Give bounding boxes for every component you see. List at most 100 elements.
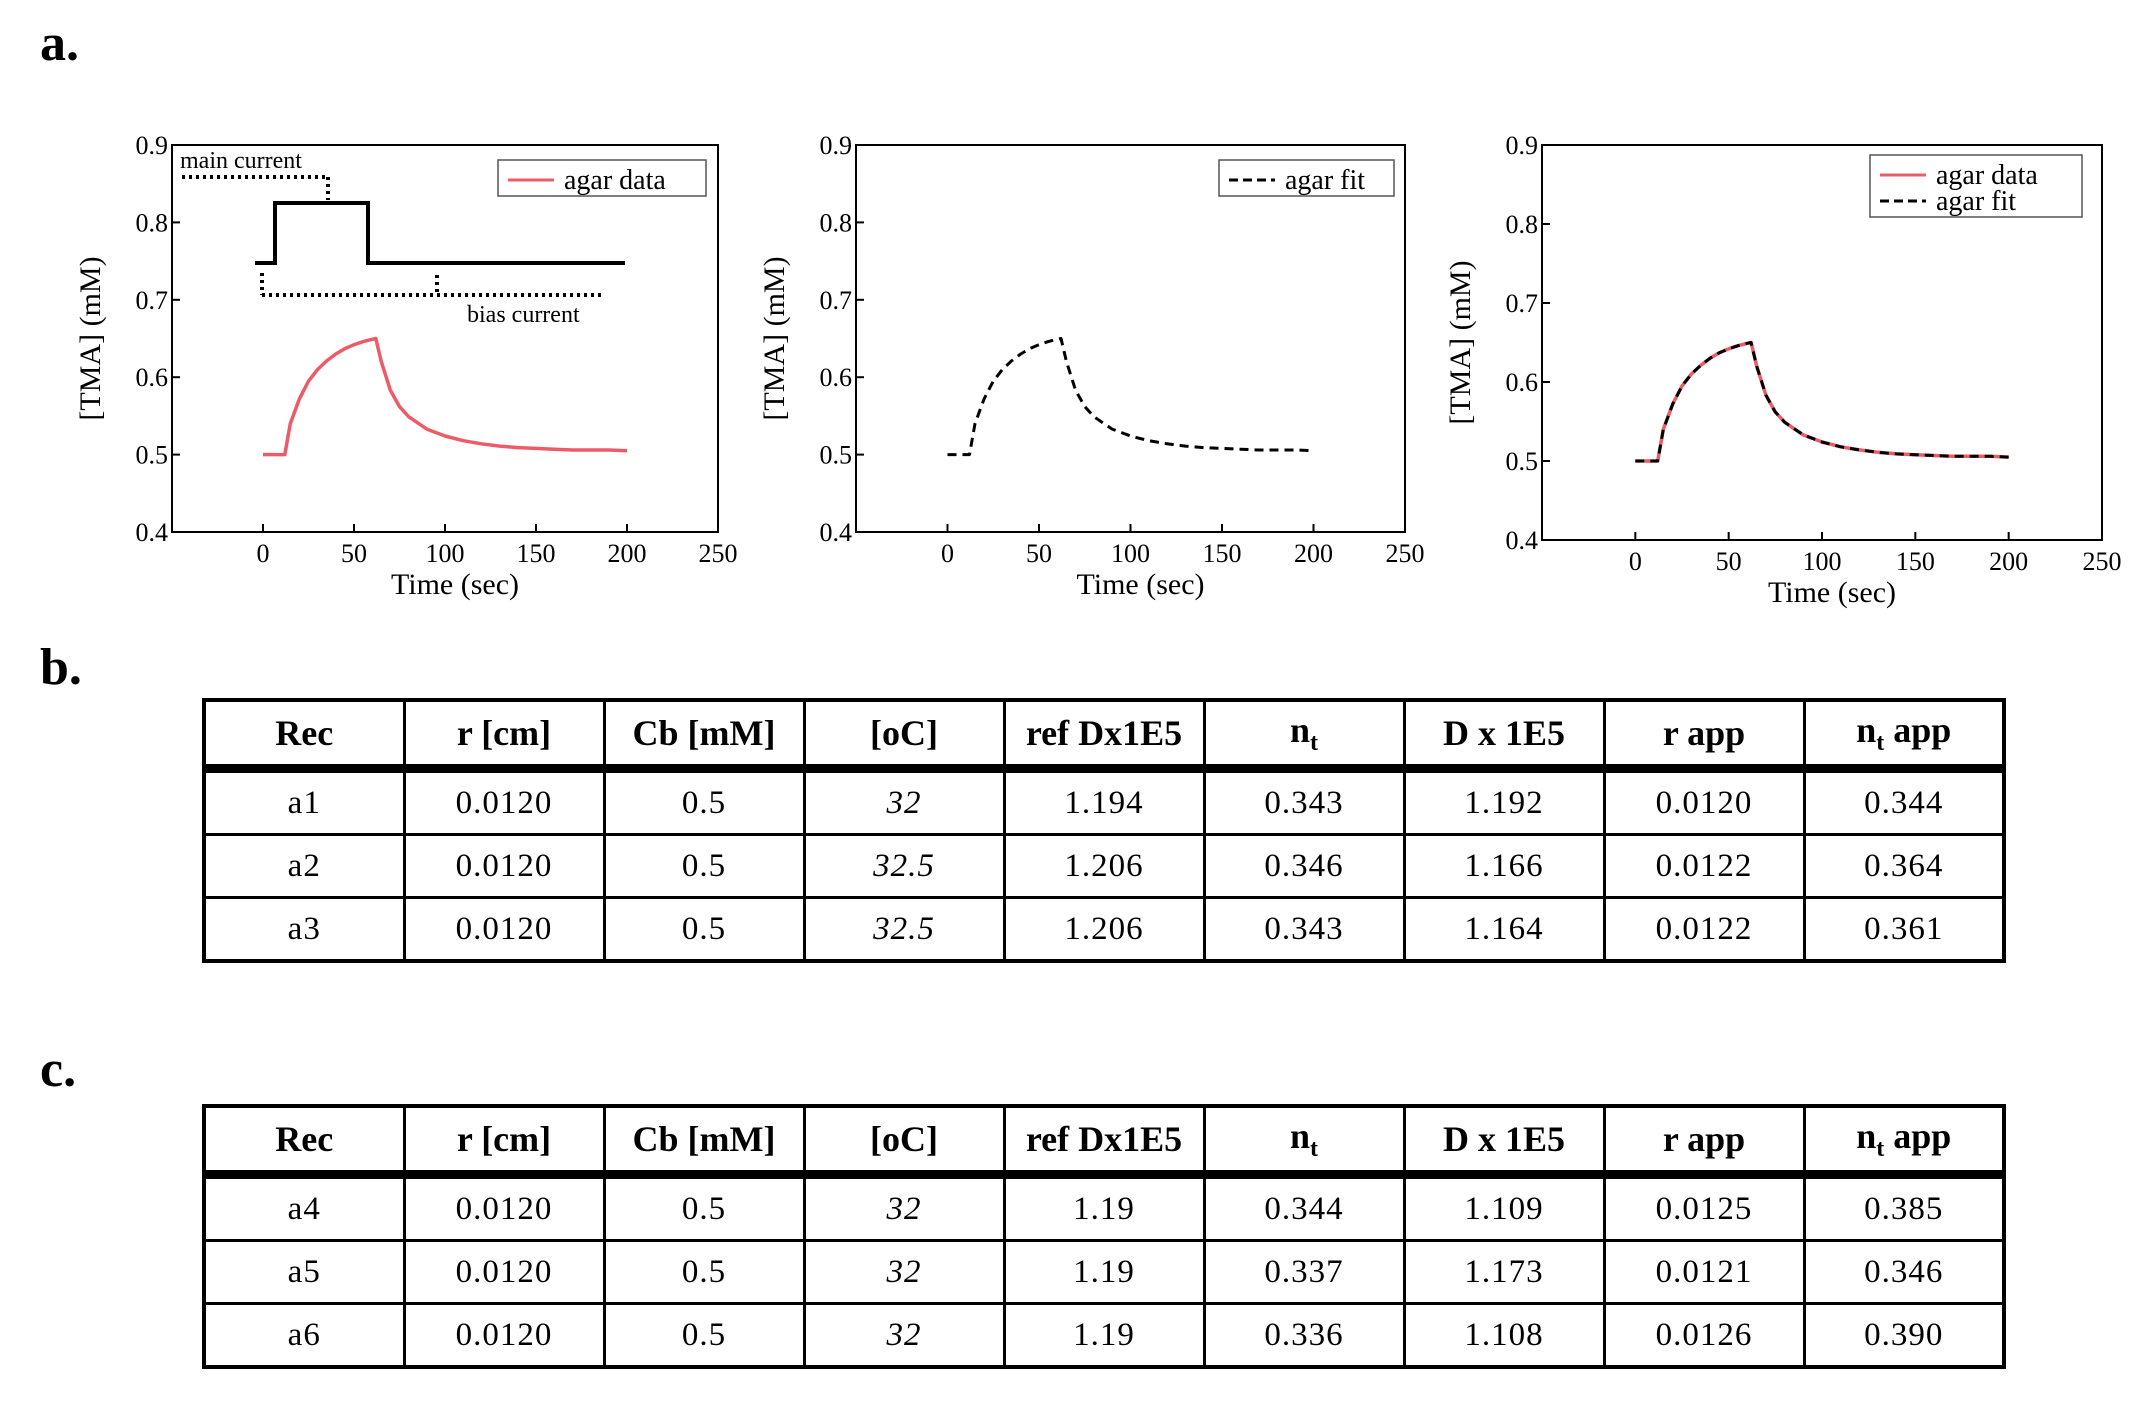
y-tick-label: 0.8 [136, 208, 169, 237]
header-nt-sub: t [1310, 1136, 1319, 1163]
header-nt-app-main: n [1856, 709, 1877, 750]
table-b: Rec r [cm] Cb [mM] [oC] ref Dx1E5 nt D x… [202, 698, 2006, 963]
x-tick-label: 0 [1629, 547, 1642, 576]
header-r-app: r app [1602, 698, 1806, 770]
cell-r: 0.0120 [402, 1302, 606, 1369]
panel-label-b: b. [40, 639, 82, 696]
y-tick-label: 0.6 [820, 363, 853, 392]
charts-svg: 0.4 0.5 0.6 0.7 0.8 0.9 0 50 100 150 200 250 Time (s… [74, 131, 2122, 609]
y-tick-label: 0.9 [1506, 131, 1539, 160]
y-tick-label: 0.4 [1506, 526, 1539, 555]
cell-r: 0.0120 [402, 833, 606, 899]
table-row: a4 0.0120 0.5 32 1.19 0.344 1.109 0.0125… [202, 1173, 2006, 1242]
y-tick-label: 0.4 [820, 518, 853, 547]
cell-nt: 0.344 [1202, 1173, 1406, 1242]
cell-r-app: 0.0126 [1602, 1302, 1806, 1369]
header-nt-app: nt app [1802, 1104, 2006, 1176]
x-axis-label: Time (sec) [1076, 568, 1204, 601]
x-tick-label: 200 [608, 539, 647, 568]
x-tick-label: 150 [1896, 547, 1935, 576]
cell-r: 0.0120 [402, 1173, 606, 1242]
legend-box [1869, 154, 2083, 218]
series-line-agar-fit [947, 337, 1314, 457]
cell-rec: a6 [202, 1302, 406, 1369]
header-nt-app-main: n [1856, 1115, 1877, 1156]
cell-ref-d: 1.19 [1002, 1173, 1206, 1242]
cell-temp: 32.5 [802, 896, 1006, 963]
header-ref-d: ref Dx1E5 [1002, 698, 1206, 770]
cell-d: 1.192 [1402, 767, 1606, 836]
table-row: a5 0.0120 0.5 32 1.19 0.337 1.173 0.0121… [202, 1239, 2006, 1305]
main-current-label: main current [180, 148, 302, 174]
cell-cb: 0.5 [602, 833, 806, 899]
cell-r-app: 0.0121 [1602, 1239, 1806, 1305]
header-nt-app-tail: app [1884, 709, 1952, 750]
header-nt-app-sub: t [1876, 1136, 1885, 1163]
cell-nt-app: 0.385 [1802, 1173, 2006, 1242]
cell-nt-app: 0.361 [1802, 896, 2006, 963]
y-tick-label: 0.8 [820, 208, 853, 237]
cell-nt-app: 0.364 [1802, 833, 2006, 899]
bias-current-label: bias current [467, 302, 580, 328]
legend-box [497, 159, 707, 197]
table-row: a1 0.0120 0.5 32 1.194 0.343 1.192 0.012… [202, 767, 2006, 836]
header-d: D x 1E5 [1402, 698, 1606, 770]
series-line-agar-data [263, 336, 628, 457]
cell-nt-app: 0.346 [1802, 1239, 2006, 1305]
cell-ref-d: 1.19 [1002, 1302, 1206, 1369]
y-tick-label: 0.7 [1506, 289, 1539, 318]
y-tick-label: 0.9 [820, 131, 853, 160]
header-nt-app-tail: app [1884, 1115, 1952, 1156]
cell-cb: 0.5 [602, 767, 806, 836]
panel-label-c: c. [40, 1041, 77, 1098]
cell-ref-d: 1.206 [1002, 833, 1206, 899]
legend: agar data [497, 159, 707, 197]
panel-label-a: a. [40, 15, 79, 72]
y-tick-label: 0.5 [820, 441, 853, 470]
current-schematic: main current bias current [180, 148, 625, 328]
x-tick-label: 150 [517, 539, 556, 568]
header-ref-d: ref Dx1E5 [1002, 1104, 1206, 1176]
header-nt: nt [1202, 698, 1406, 770]
y-axis-label: [TMA] (mM) [1444, 260, 1477, 424]
x-axis-label: Time (sec) [391, 568, 519, 601]
cell-r: 0.0120 [402, 767, 606, 836]
cell-d: 1.166 [1402, 833, 1606, 899]
legend-label: agar data [564, 165, 666, 196]
cell-r-app: 0.0122 [1602, 896, 1806, 963]
cell-nt: 0.336 [1202, 1302, 1406, 1369]
cell-r-app: 0.0122 [1602, 833, 1806, 899]
x-tick-label: 200 [1989, 547, 2028, 576]
cell-ref-d: 1.194 [1002, 767, 1206, 836]
cell-r: 0.0120 [402, 1239, 606, 1305]
cell-rec: a1 [202, 767, 406, 836]
chart-2: 0.4 0.5 0.6 0.7 0.8 0.9 0 50 100 150 200 250 Time (s… [758, 131, 1425, 601]
header-nt-app-sub: t [1876, 730, 1885, 757]
cell-d: 1.164 [1402, 896, 1606, 963]
y-tick-label: 0.9 [136, 131, 169, 160]
cell-temp: 32.5 [802, 833, 1006, 899]
y-axis-label: [TMA] (mM) [74, 256, 107, 420]
x-axis-label: Time (sec) [1768, 576, 1896, 609]
header-nt-main: n [1289, 709, 1311, 750]
header-r: r [cm] [402, 698, 606, 770]
cell-d: 1.108 [1402, 1302, 1606, 1369]
cell-rec: a3 [202, 896, 406, 963]
cell-nt: 0.343 [1202, 767, 1406, 836]
legend-box [1218, 159, 1395, 197]
table-row: a3 0.0120 0.5 32.5 1.206 0.343 1.164 0.0… [202, 896, 2006, 963]
cell-temp: 32 [802, 1239, 1006, 1305]
cell-r-app: 0.0125 [1602, 1173, 1806, 1242]
cell-nt-app: 0.344 [1802, 767, 2006, 836]
y-tick-label: 0.6 [1506, 368, 1539, 397]
cell-rec: a2 [202, 833, 406, 899]
header-r: r [cm] [402, 1104, 606, 1176]
cell-cb: 0.5 [602, 1173, 806, 1242]
x-tick-label: 0 [941, 539, 954, 568]
table-row: a6 0.0120 0.5 32 1.19 0.336 1.108 0.0126… [202, 1302, 2006, 1369]
y-tick-label: 0.5 [136, 441, 169, 470]
header-r-app: r app [1602, 1104, 1806, 1176]
cell-ref-d: 1.206 [1002, 896, 1206, 963]
legend: agar fit [1218, 159, 1395, 197]
cell-nt: 0.343 [1202, 896, 1406, 963]
